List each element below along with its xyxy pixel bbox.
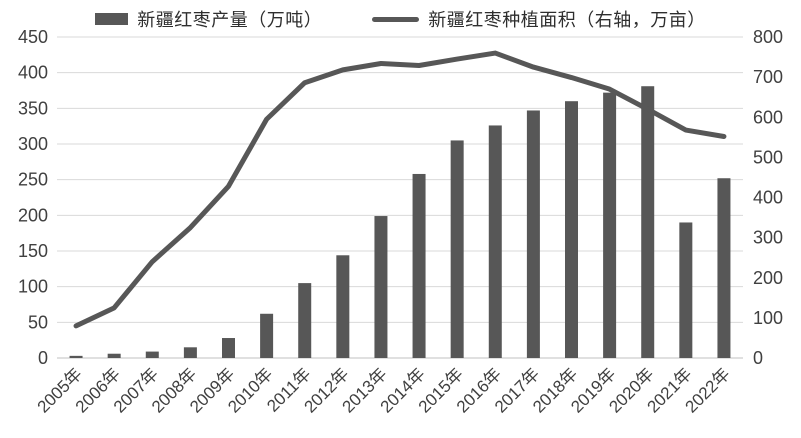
left-axis-tick-300: 300 <box>18 134 48 154</box>
left-axis-tick-400: 400 <box>18 63 48 83</box>
legend-item-production: 新疆红枣产量（万吨） <box>95 6 322 32</box>
bar-2019年 <box>603 92 617 358</box>
right-axis-tick-0: 0 <box>753 348 763 368</box>
bar-2015年 <box>450 140 464 358</box>
bar-2013年 <box>374 216 388 358</box>
right-axis-tick-500: 500 <box>753 147 783 167</box>
bar-2011年 <box>298 283 312 358</box>
left-axis-tick-50: 50 <box>28 312 48 332</box>
bar-2021年 <box>679 222 693 358</box>
right-axis-tick-100: 100 <box>753 308 783 328</box>
right-axis-tick-600: 600 <box>753 107 783 127</box>
right-axis-tick-200: 200 <box>753 268 783 288</box>
left-axis-tick-350: 350 <box>18 98 48 118</box>
legend: 新疆红枣产量（万吨） 新疆红枣种植面积（右轴，万亩） <box>0 6 801 32</box>
bar-2010年 <box>260 313 274 358</box>
left-axis-tick-100: 100 <box>18 277 48 297</box>
legend-item-area: 新疆红枣种植面积（右轴，万亩） <box>372 6 706 32</box>
right-axis-tick-800: 800 <box>753 27 783 47</box>
line-series-swatch <box>372 16 420 22</box>
right-axis-tick-400: 400 <box>753 188 783 208</box>
bar-2009年 <box>222 338 235 358</box>
legend-label-area: 新疆红枣种植面积（右轴，万亩） <box>428 10 706 30</box>
left-axis-tick-450: 450 <box>18 27 48 47</box>
bar-2006年 <box>107 353 121 358</box>
bar-2007年 <box>145 351 159 358</box>
left-axis-tick-150: 150 <box>18 241 48 261</box>
right-axis-tick-700: 700 <box>753 67 783 87</box>
bar-2022年 <box>717 178 731 358</box>
bar-2014年 <box>412 173 426 358</box>
bar-series-swatch <box>95 13 129 25</box>
bar-2008年 <box>183 347 197 358</box>
area-line-series <box>73 50 727 329</box>
bar-2012年 <box>336 255 350 358</box>
bar-2020年 <box>641 86 655 358</box>
left-axis-tick-250: 250 <box>18 170 48 190</box>
bar-2005年 <box>69 355 83 358</box>
left-axis-tick-0: 0 <box>38 348 48 368</box>
right-axis-tick-300: 300 <box>753 228 783 248</box>
bar-2018年 <box>565 101 578 358</box>
bar-2017年 <box>526 110 540 359</box>
legend-label-production: 新疆红枣产量（万吨） <box>137 10 323 30</box>
bar-2016年 <box>488 125 502 358</box>
left-axis-tick-200: 200 <box>18 205 48 225</box>
